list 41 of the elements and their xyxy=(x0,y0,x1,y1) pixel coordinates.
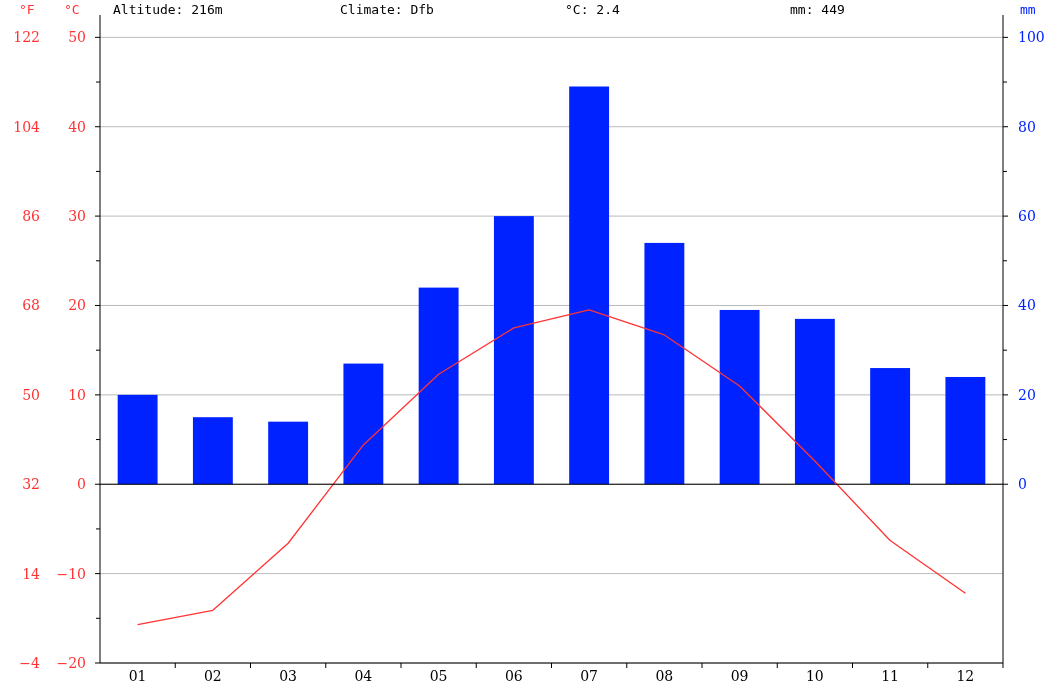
y3-tick-label: 122 xyxy=(13,29,40,46)
y-tick-label: 10 xyxy=(68,386,86,403)
y-tick-label: 0 xyxy=(77,476,86,493)
y2-tick-label: 40 xyxy=(1018,297,1036,314)
x-tick-label: 02 xyxy=(203,668,222,684)
x-tick-label: 08 xyxy=(655,668,674,684)
y2-tick-label: 80 xyxy=(1018,118,1036,135)
x-tick-label: 11 xyxy=(881,668,900,684)
x-tick-label: 04 xyxy=(354,668,373,684)
y-tick-label: 30 xyxy=(68,208,86,224)
y3-tick-label: 86 xyxy=(22,208,41,224)
y3-tick-label: 50 xyxy=(22,386,40,403)
y-tick-label: 20 xyxy=(68,297,86,314)
x-tick-label: 03 xyxy=(279,668,298,684)
x-tick-label: 07 xyxy=(580,668,599,684)
y2-tick-label: 60 xyxy=(1018,208,1036,224)
y-tick-label: −20 xyxy=(56,654,86,671)
x-tick-label: 05 xyxy=(429,668,448,684)
y-tick-label: 50 xyxy=(68,29,86,46)
y-axis-title: °C xyxy=(64,2,80,17)
annotation: Climate: Dfb xyxy=(340,2,435,17)
y3-tick-label: 104 xyxy=(13,118,41,135)
x-tick-label: 09 xyxy=(730,668,749,684)
y3-tick-label: −4 xyxy=(19,654,41,671)
x-tick-label: 01 xyxy=(128,668,147,684)
y3-tick-label: 68 xyxy=(22,297,40,314)
x-tick-label: 06 xyxy=(504,668,523,684)
y2-tick-label: 0 xyxy=(1018,476,1027,493)
x-tick-label: 10 xyxy=(805,668,824,684)
y2-tick-label: 20 xyxy=(1018,386,1036,403)
x-tick-label: 12 xyxy=(956,668,975,684)
annotation: °C: 2.4 xyxy=(565,2,620,17)
annotation: Altitude: 216m xyxy=(113,2,223,17)
annotation: mm: 449 xyxy=(790,2,845,17)
y2-axis-title: mm xyxy=(1020,2,1036,17)
y3-axis-title: °F xyxy=(19,2,35,17)
y3-tick-label: 32 xyxy=(22,476,40,493)
y3-tick-label: 14 xyxy=(22,565,41,582)
y-tick-label: 40 xyxy=(68,118,86,135)
y2-tick-label: 100 xyxy=(1018,29,1045,46)
y-tick-label: −10 xyxy=(56,565,86,582)
